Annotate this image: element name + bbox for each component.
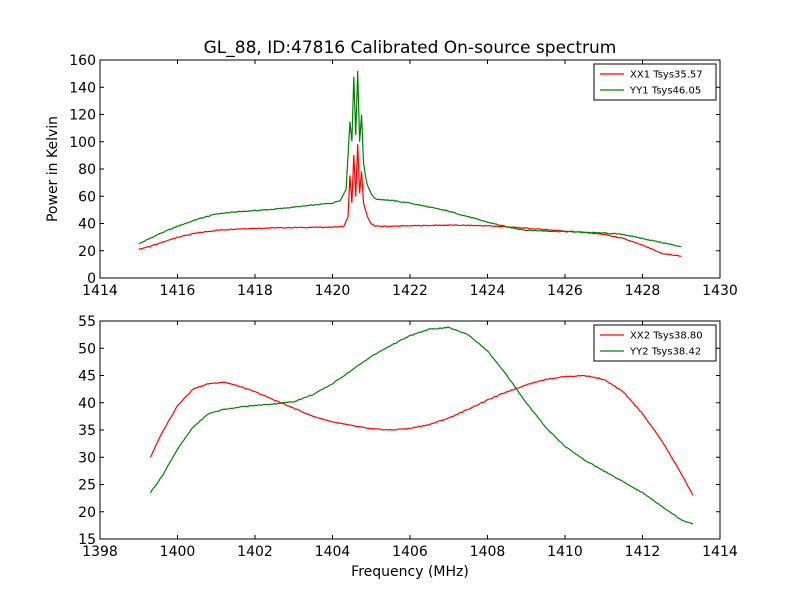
legend-label: YY2 Tsys38.42 bbox=[629, 347, 701, 358]
legend-label: XX1 Tsys35.57 bbox=[630, 70, 703, 81]
legend: XX2 Tsys38.80 YY2 Tsys38.42 bbox=[593, 324, 717, 362]
y-tick-label: 0 bbox=[87, 271, 96, 287]
x-tick-label: 1412 bbox=[625, 544, 661, 560]
series-line bbox=[149, 374, 694, 496]
y-tick-label: 15 bbox=[78, 532, 96, 548]
x-tick-label: 1406 bbox=[392, 544, 428, 560]
y-tick-label: 25 bbox=[78, 478, 96, 494]
x-tick-label: 1414 bbox=[82, 283, 118, 299]
legend-box bbox=[593, 63, 717, 101]
y-tick-label: 30 bbox=[78, 450, 96, 466]
x-axis-label: Frequency (MHz) bbox=[351, 564, 469, 580]
x-tick-label: 1398 bbox=[82, 544, 118, 560]
legend-box bbox=[593, 324, 717, 362]
x-tick-label: 1430 bbox=[702, 283, 738, 299]
y-tick-label: 80 bbox=[78, 162, 96, 178]
x-tick-label: 1402 bbox=[237, 544, 273, 560]
series-line bbox=[149, 326, 693, 525]
y-tick-label: 20 bbox=[78, 244, 96, 260]
x-tick-label: 1428 bbox=[625, 283, 661, 299]
y-tick-label: 40 bbox=[78, 217, 96, 233]
x-tick-label: 1408 bbox=[470, 544, 506, 560]
figure-title: GL_88, ID:47816 Calibrated On-source spe… bbox=[204, 38, 617, 58]
y-tick-label: 55 bbox=[78, 314, 96, 330]
y-axis-label: Power in Kelvin bbox=[45, 116, 61, 222]
legend-label: YY1 Tsys46.05 bbox=[629, 86, 701, 97]
x-tick-label: 1426 bbox=[547, 283, 583, 299]
y-tick-label: 20 bbox=[78, 505, 96, 521]
y-tick-label: 120 bbox=[69, 108, 96, 124]
y-tick-label: 35 bbox=[78, 423, 96, 439]
y-tick-label: 140 bbox=[69, 80, 96, 96]
y-tick-label: 60 bbox=[78, 189, 96, 205]
legend: XX1 Tsys35.57 YY1 Tsys46.05 bbox=[593, 63, 717, 101]
y-tick-label: 40 bbox=[78, 396, 96, 412]
y-tick-label: 100 bbox=[69, 135, 96, 151]
y-tick-label: 160 bbox=[69, 53, 96, 69]
x-tick-label: 1422 bbox=[392, 283, 428, 299]
x-tick-label: 1420 bbox=[315, 283, 351, 299]
x-tick-label: 1410 bbox=[547, 544, 583, 560]
x-tick-label: 1424 bbox=[470, 283, 506, 299]
y-tick-label: 45 bbox=[78, 369, 96, 385]
x-tick-label: 1414 bbox=[702, 544, 738, 560]
x-tick-label: 1416 bbox=[160, 283, 196, 299]
x-tick-label: 1404 bbox=[315, 544, 351, 560]
series-line bbox=[138, 70, 682, 248]
x-tick-label: 1418 bbox=[237, 283, 273, 299]
x-tick-label: 1400 bbox=[160, 544, 196, 560]
y-tick-label: 50 bbox=[78, 341, 96, 357]
legend-label: XX2 Tsys38.80 bbox=[630, 331, 703, 342]
bottom-panel: 1398 1400 1402 1404 1406 1408 1410 1412 1414 15 20… bbox=[78, 314, 738, 580]
top-panel: 1414 1416 1418 1420 1422 1424 1426 1428 1430 0 20 4… bbox=[45, 53, 738, 299]
